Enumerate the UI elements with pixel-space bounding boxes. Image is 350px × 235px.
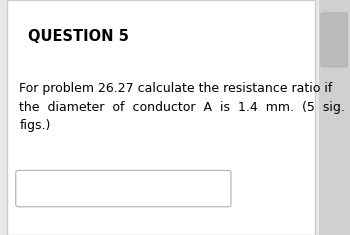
Text: QUESTION 5: QUESTION 5 xyxy=(28,29,129,44)
Text: For problem 26.27 calculate the resistance ratio if
the  diameter  of  conductor: For problem 26.27 calculate the resistan… xyxy=(19,82,345,132)
